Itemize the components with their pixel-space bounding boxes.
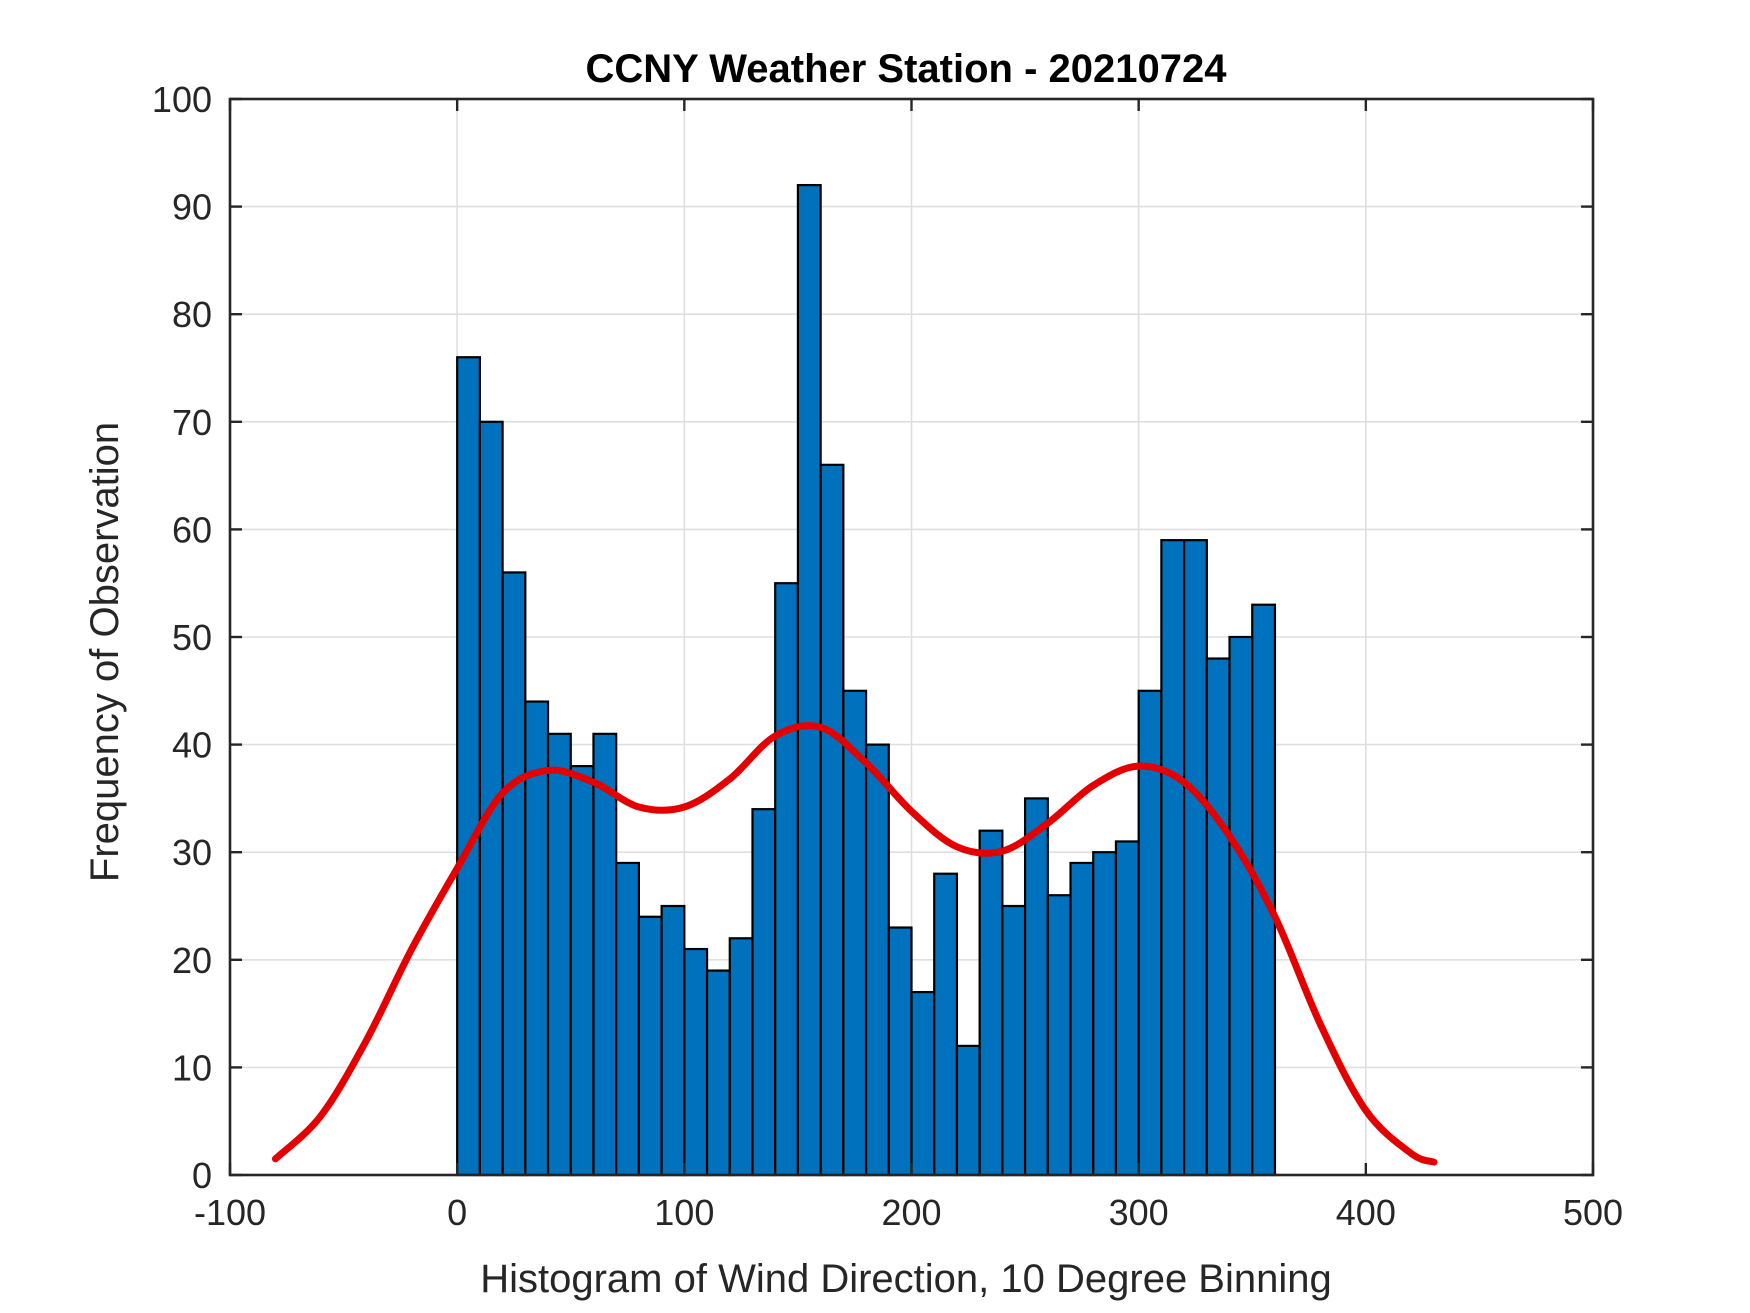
x-tick-label: 200: [881, 1192, 941, 1233]
histogram-bar: [1069, 861, 1095, 1177]
y-tick-label: 10: [172, 1047, 212, 1088]
histogram-bar: [1228, 635, 1254, 1177]
histogram-bar: [955, 1044, 981, 1177]
histogram-bar: [1046, 894, 1072, 1177]
histogram-bar: [683, 947, 709, 1177]
y-tick-label: 50: [172, 617, 212, 658]
chart-title: CCNY Weather Station - 20210724: [586, 47, 1228, 91]
x-tick-label: 0: [447, 1192, 467, 1233]
x-axis-label: Histogram of Wind Direction, 10 Degree B…: [480, 1257, 1332, 1301]
x-tick-label: 500: [1563, 1192, 1623, 1233]
histogram-bar: [774, 582, 800, 1177]
histogram-bar: [887, 926, 913, 1177]
histogram-bar: [1160, 539, 1186, 1177]
y-tick-label: 80: [172, 294, 212, 335]
tick-layer: -100 0 100 200 300 400 50001020304050607080901…: [152, 79, 1623, 1233]
histogram-bar: [819, 463, 845, 1177]
y-tick-label: 0: [192, 1155, 212, 1196]
curve-layer: [271, 722, 1438, 1166]
y-tick-label: 100: [152, 79, 212, 120]
histogram-bar: [456, 356, 481, 1177]
histogram-bar: [1092, 851, 1118, 1177]
histogram-bar: [910, 990, 936, 1177]
histogram-bar: [637, 915, 663, 1177]
y-tick-label: 60: [172, 509, 212, 550]
histogram-bar: [660, 904, 686, 1177]
bars-layer: [456, 183, 1277, 1177]
y-tick-label: 30: [172, 832, 212, 873]
histogram-bar: [1205, 657, 1231, 1177]
histogram-bar: [978, 829, 1004, 1177]
y-tick-label: 20: [172, 940, 212, 981]
histogram-bar: [1114, 840, 1140, 1177]
histogram-bar: [796, 183, 822, 1177]
y-tick-label: 70: [172, 402, 212, 443]
fit-curve-line: [271, 722, 1438, 1166]
y-tick-label: 40: [172, 725, 212, 766]
histogram-bar: [615, 861, 641, 1177]
x-tick-label: 100: [654, 1192, 714, 1233]
histogram-bar: [1182, 539, 1208, 1177]
histogram-bar: [592, 732, 618, 1177]
histogram-bar: [501, 571, 527, 1177]
histogram-bar: [864, 743, 890, 1177]
histogram-bar: [751, 808, 777, 1177]
histogram-bar: [1001, 904, 1027, 1177]
histogram-bar: [569, 765, 595, 1177]
histogram-bar: [728, 937, 754, 1177]
histogram-bar: [933, 872, 959, 1177]
y-tick-label: 90: [172, 187, 212, 228]
x-tick-label: -100: [194, 1192, 266, 1233]
histogram-bar: [705, 969, 731, 1177]
y-axis-label: Frequency of Observation: [83, 422, 127, 882]
x-tick-label: 400: [1336, 1192, 1396, 1233]
x-tick-label: 300: [1109, 1192, 1169, 1233]
histogram-bar: [1023, 797, 1049, 1177]
histogram-bar: [546, 732, 572, 1177]
